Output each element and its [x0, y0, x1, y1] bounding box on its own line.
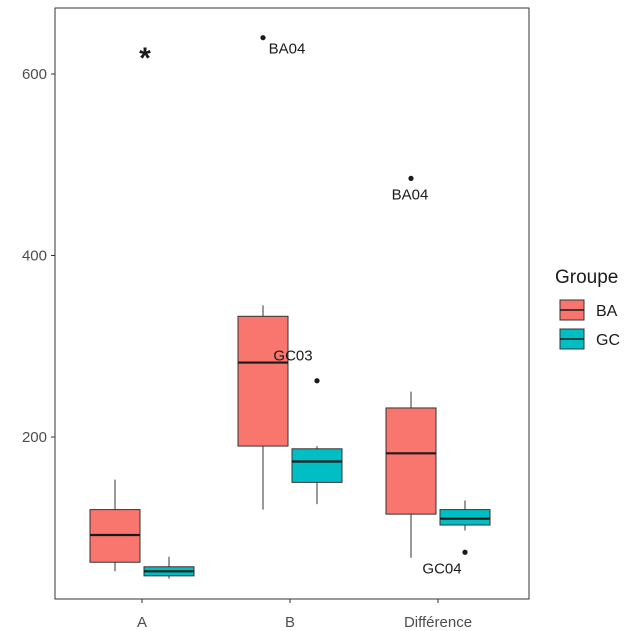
legend-title: Groupe [555, 267, 618, 288]
outlier-point [260, 35, 266, 41]
outlier-point [408, 175, 414, 181]
outlier-point [462, 549, 468, 555]
outlier-label: BA04 [269, 41, 306, 58]
box-GC-Différence [439, 500, 491, 555]
legend: Groupe BA GC [555, 267, 620, 350]
axes: 200 400 600 A B Différence [22, 66, 472, 631]
box-GC-A [143, 556, 195, 579]
x-tick-label: B [285, 614, 295, 631]
outlier-label: BA04 [392, 186, 429, 203]
plot-area: BA04 BA04 GC03 GC04 * [89, 35, 491, 579]
box-BA-Différence [385, 175, 437, 558]
box-body [385, 407, 437, 515]
box-body [291, 448, 343, 483]
significance-marker: * [139, 42, 151, 75]
outlier-point [314, 378, 320, 384]
y-tick-label: 600 [22, 66, 47, 83]
box-BA-A [89, 479, 141, 572]
panel-border [54, 7, 530, 600]
box-GC-B [291, 378, 343, 505]
outlier-label: GC04 [422, 560, 461, 577]
x-tick-label: A [137, 614, 147, 631]
box-body [237, 315, 289, 447]
box-body [439, 509, 491, 526]
y-tick-label: 400 [22, 248, 47, 265]
x-tick-label: Différence [404, 614, 472, 631]
legend-label: BA [596, 303, 618, 320]
box-BA-B [237, 35, 289, 510]
y-tick-label: 200 [22, 429, 47, 446]
legend-item-GC: GC [559, 328, 620, 350]
legend-item-BA: BA [559, 299, 618, 321]
outlier-label: GC03 [273, 348, 312, 365]
legend-label: GC [596, 332, 620, 349]
